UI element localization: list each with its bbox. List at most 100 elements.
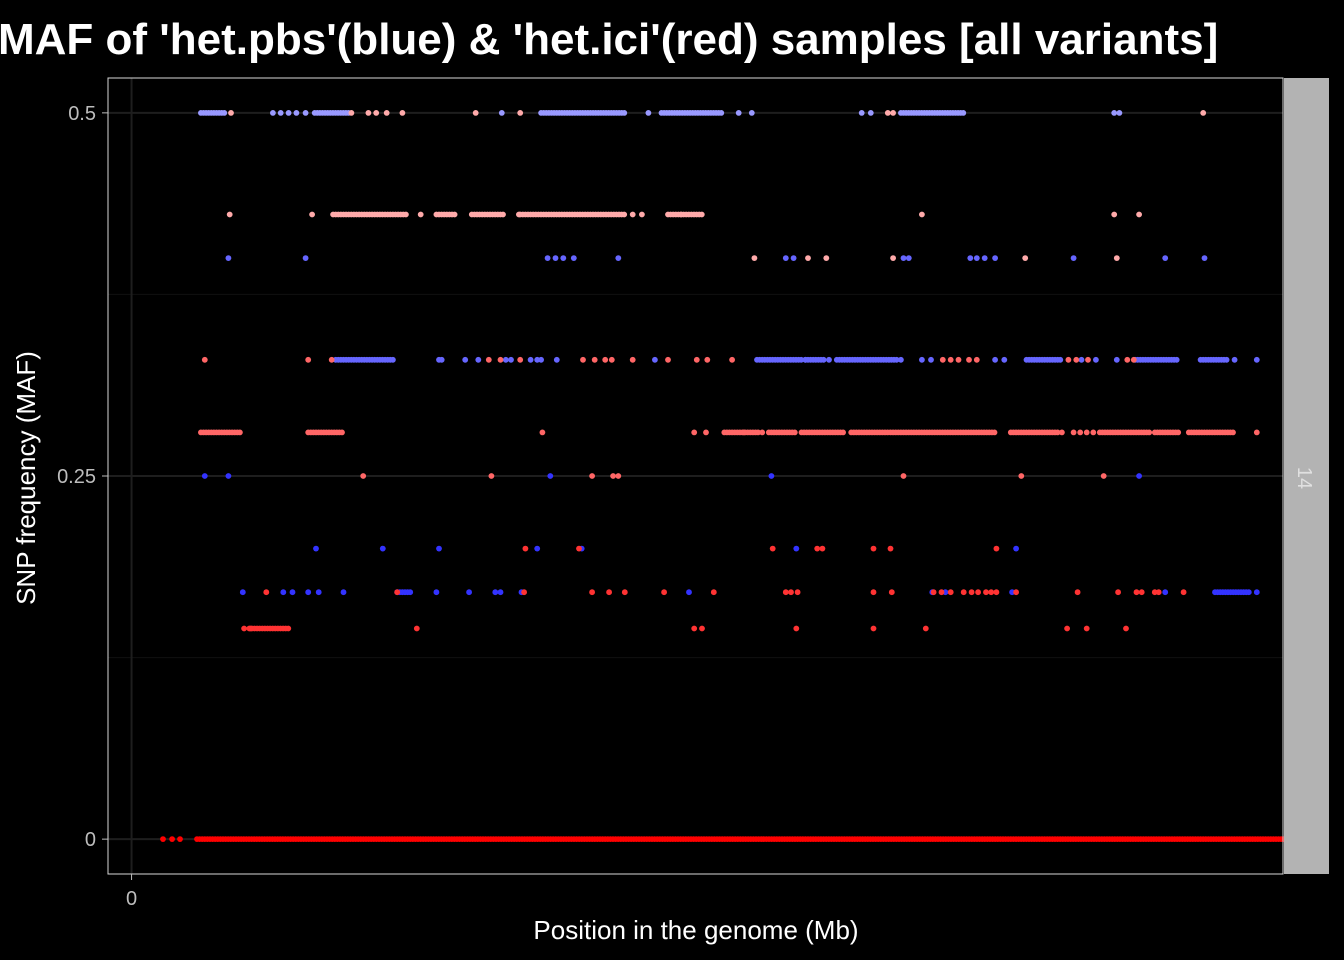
y-tick-label: 0.25 [57, 466, 96, 488]
data-point [239, 589, 246, 596]
data-point [488, 473, 495, 479]
data-point [615, 255, 622, 261]
data-point [938, 589, 945, 596]
data-point [900, 255, 907, 261]
data-point [1130, 356, 1137, 363]
data-point [241, 625, 248, 632]
data-point [1085, 356, 1091, 363]
data-point [226, 211, 233, 218]
data-point [983, 589, 989, 596]
data-point [870, 545, 877, 552]
data-point [991, 429, 998, 436]
data-point [433, 589, 440, 596]
data-point [1083, 429, 1090, 436]
data-point [615, 473, 622, 479]
y-tick-label: 0 [85, 829, 96, 851]
data-point [645, 110, 652, 116]
series-points [226, 110, 1207, 261]
data-point [1057, 356, 1064, 363]
data-point [922, 625, 929, 632]
data-point [1083, 625, 1090, 632]
data-point [960, 110, 967, 116]
data-point [703, 429, 709, 436]
data-point [373, 110, 380, 116]
data-point [1078, 356, 1085, 363]
data-point [365, 110, 372, 116]
data-point [992, 356, 998, 363]
data-point [919, 211, 925, 218]
data-point [993, 589, 1000, 596]
data-point [960, 589, 967, 596]
data-point [988, 589, 995, 596]
data-point [928, 356, 934, 363]
data-point [576, 545, 582, 552]
data-point [160, 836, 166, 842]
data-point [820, 356, 827, 363]
data-point [169, 836, 176, 842]
data-point [1013, 589, 1019, 596]
data-point [339, 429, 345, 436]
data-point [769, 545, 776, 552]
data-point [1136, 473, 1142, 479]
data-point [502, 356, 509, 363]
data-point [383, 110, 390, 116]
data-point [678, 211, 684, 218]
data-point [1116, 110, 1123, 116]
data-point [436, 545, 442, 552]
data-point [340, 589, 347, 596]
data-point [539, 429, 546, 436]
series-points [198, 110, 1123, 116]
data-point [735, 110, 742, 116]
data-point [1253, 429, 1260, 436]
data-point [313, 545, 319, 552]
data-point [580, 356, 586, 363]
data-point [665, 356, 671, 363]
data-point [451, 211, 458, 218]
data-point [201, 473, 208, 479]
data-point [790, 255, 797, 261]
data-point [992, 255, 998, 261]
data-point [1173, 356, 1180, 363]
data-point [492, 589, 499, 596]
data-point [1230, 429, 1236, 436]
series-points [225, 255, 1260, 363]
data-point [905, 255, 912, 261]
data-point [751, 255, 758, 261]
data-point [399, 110, 406, 116]
data-point [798, 356, 805, 363]
data-point [610, 473, 616, 479]
data-point [947, 589, 954, 596]
data-point [993, 545, 1000, 552]
data-point [1059, 429, 1065, 436]
data-point [691, 625, 698, 632]
data-point [791, 429, 798, 436]
data-point [1090, 429, 1097, 436]
data-point [973, 255, 980, 261]
series-points [241, 545, 1187, 632]
data-point [475, 356, 482, 363]
data-point [237, 429, 243, 436]
data-point [1138, 589, 1145, 596]
data-point [1111, 110, 1118, 116]
data-point [1133, 589, 1140, 596]
data-point [693, 356, 700, 363]
data-point [759, 429, 766, 436]
x-tick-label: 0 [126, 888, 137, 910]
data-point [1223, 356, 1230, 363]
data-point [394, 589, 401, 596]
data-point [508, 356, 514, 363]
y-axis-label: SNP frequency (MAF) [11, 351, 41, 605]
data-point [1022, 255, 1029, 261]
data-point [1009, 589, 1015, 596]
data-point [521, 589, 527, 596]
data-point [1070, 429, 1077, 436]
data-point [621, 211, 628, 218]
chart-title: MAF of 'het.pbs'(blue) & 'het.ici'(red) … [0, 15, 1218, 64]
data-point [417, 211, 424, 218]
data-point [1001, 356, 1008, 363]
data-point [1115, 589, 1121, 596]
data-point [629, 211, 636, 218]
data-point [315, 589, 322, 596]
data-point [589, 589, 595, 596]
data-point [472, 110, 479, 116]
